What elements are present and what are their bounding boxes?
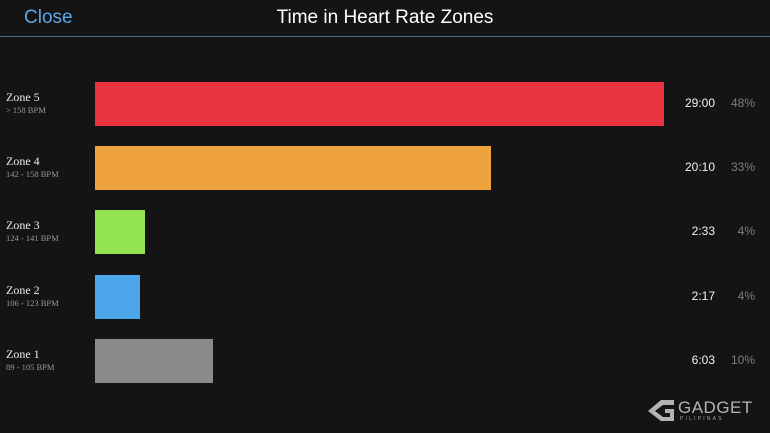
zone-time: 29:00 — [684, 96, 715, 110]
zone-range: 89 - 105 BPM — [6, 362, 55, 372]
zone-time: 20:10 — [684, 160, 715, 174]
header-bar: Close Time in Heart Rate Zones — [0, 0, 770, 37]
zone-time: 2:33 — [691, 224, 715, 238]
zone-time: 2:17 — [691, 289, 715, 303]
zone-row-2: Zone 2 106 - 123 BPM 2:17 4% — [0, 275, 770, 319]
zone-percent: 4% — [737, 289, 755, 303]
zone-label: Zone 5 — [6, 90, 40, 104]
zone-range: > 158 BPM — [6, 105, 46, 115]
watermark-subtext: PILIPINAS — [680, 416, 724, 422]
zone-range: 142 - 158 BPM — [6, 169, 59, 179]
watermark-icon — [648, 400, 674, 421]
zone-label: Zone 2 — [6, 283, 40, 297]
zone-range: 106 - 123 BPM — [6, 298, 59, 308]
zone-percent: 33% — [730, 160, 755, 174]
close-button[interactable]: Close — [24, 7, 73, 28]
zone-row-4: Zone 4 142 - 158 BPM 20:10 33% — [0, 146, 770, 190]
zone-label: Zone 4 — [6, 154, 40, 168]
zone-time: 6:03 — [691, 353, 715, 367]
zone-row-1: Zone 1 89 - 105 BPM 6:03 10% — [0, 339, 770, 383]
zone-percent: 4% — [737, 224, 755, 238]
zone-bar — [95, 339, 213, 383]
zone-bar — [95, 210, 145, 254]
zone-bar — [95, 82, 664, 126]
zone-percent: 48% — [730, 96, 755, 110]
zone-row-5: Zone 5 > 158 BPM 29:00 48% — [0, 82, 770, 126]
zone-label: Zone 3 — [6, 218, 40, 232]
zone-row-3: Zone 3 124 - 141 BPM 2:33 4% — [0, 210, 770, 254]
watermark-text: GADGET — [678, 398, 753, 417]
zone-range: 124 - 141 BPM — [6, 233, 59, 243]
zone-label: Zone 1 — [6, 347, 40, 361]
watermark-logo: GADGET PILIPINAS — [646, 395, 756, 425]
zone-percent: 10% — [730, 353, 755, 367]
zone-bar — [95, 146, 491, 190]
zone-bar — [95, 275, 140, 319]
page-title: Time in Heart Rate Zones — [276, 7, 494, 28]
